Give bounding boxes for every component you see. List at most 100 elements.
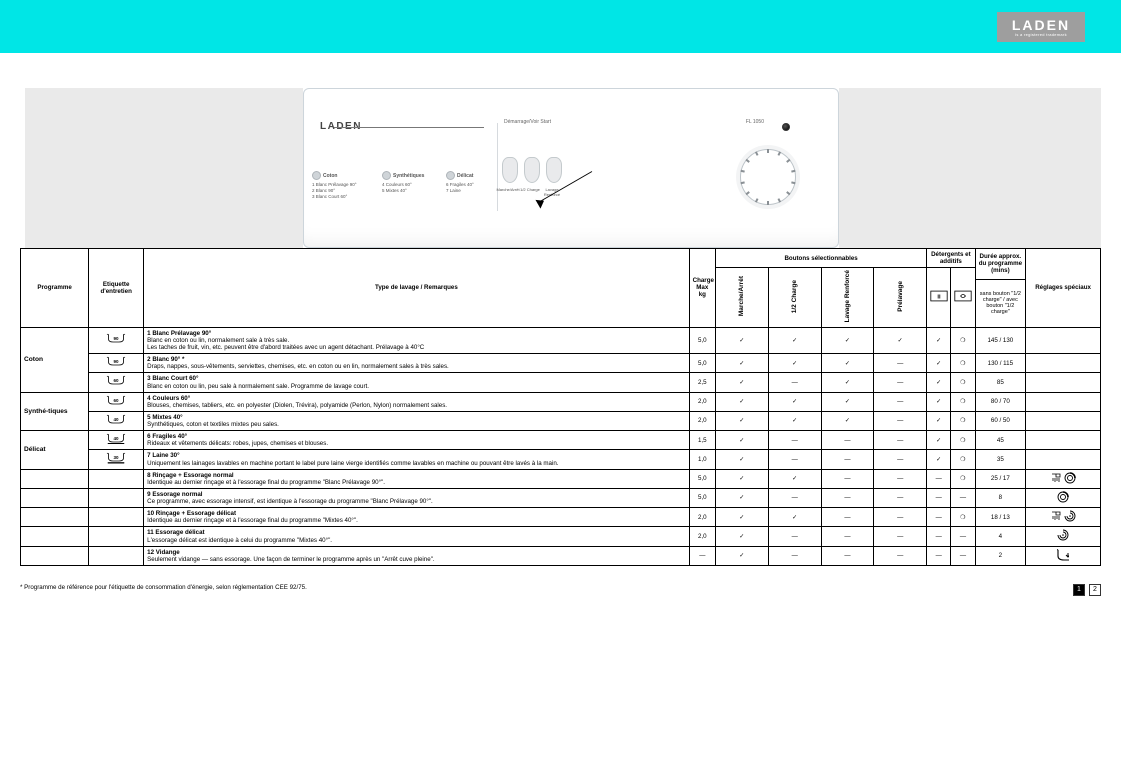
brand-name: LADEN: [1012, 18, 1070, 32]
wash-cell: —: [927, 508, 951, 527]
care-cell: 40: [89, 431, 144, 450]
th-time-sub: sans bouton "1/2 charge" / avec bouton "…: [975, 279, 1026, 327]
panel-group: Coton1 Blanc Prélavage 90°2 Blanc 90°3 B…: [312, 171, 357, 200]
care-cell: 60: [89, 392, 144, 411]
svg-text:60: 60: [114, 378, 120, 383]
wash-cell: —: [927, 527, 951, 546]
soft-cell: ❍: [951, 354, 975, 373]
time-cell: 2: [975, 546, 1026, 565]
prog-cell: 1 Blanc Prélavage 90°Blanc en coton ou l…: [144, 327, 689, 353]
dial-tick: [767, 201, 769, 205]
prog-cell: 11 Essorage délicatL'essorage délicat es…: [144, 527, 689, 546]
btn4-cell: —: [874, 392, 927, 411]
svg-text:90: 90: [114, 336, 120, 341]
panel-start-led-icon: [782, 123, 790, 131]
table-row: 8 Rinçage + Essorage normalIdentique au …: [21, 469, 1101, 488]
wash-cell: ✓: [927, 327, 951, 353]
time-cell: 25 / 17: [975, 469, 1026, 488]
prog-cell: 3 Blanc Court 60°Blanc en coton ou lin, …: [144, 373, 689, 392]
soft-cell: ❍: [951, 508, 975, 527]
table-row: 902 Blanc 90° *Draps, nappes, sous-vêtem…: [21, 354, 1101, 373]
brand-tag: is a registered trademark: [1015, 32, 1067, 37]
panel-line: [334, 127, 484, 128]
control-panel-illustration: LADEN Démarrage/Voir Start FL 1050 Coton…: [303, 88, 839, 248]
table-row: 12 VidangeSeulement vidange — sans essor…: [21, 546, 1101, 565]
panel-side-left: [25, 88, 303, 248]
care-cell: [89, 527, 144, 546]
load-cell: 2,5: [689, 373, 715, 392]
btn3-cell: ✓: [821, 411, 874, 430]
svg-text:40: 40: [114, 436, 120, 441]
panel-side-right: [839, 88, 1101, 248]
care-cell: 90: [89, 327, 144, 353]
icons-cell: [1026, 450, 1101, 469]
btn2-cell: —: [768, 450, 821, 469]
load-cell: 2,0: [689, 508, 715, 527]
btn1-cell: ✓: [716, 546, 769, 565]
btn4-cell: ✓: [874, 327, 927, 353]
btn2-cell: —: [768, 488, 821, 507]
care-cell: [89, 469, 144, 488]
pager: 1 2: [1073, 584, 1101, 596]
wash-cell: ✓: [927, 354, 951, 373]
soft-cell: —: [951, 527, 975, 546]
th-special: Réglages spéciaux: [1026, 249, 1101, 328]
prog-cell: 8 Rinçage + Essorage normalIdentique au …: [144, 469, 689, 488]
page-1: 1: [1073, 584, 1085, 596]
section-cell: Coton: [21, 327, 89, 392]
btn2-cell: ✓: [768, 469, 821, 488]
btn1-cell: ✓: [716, 450, 769, 469]
icons-cell: [1026, 373, 1101, 392]
btn1-cell: ✓: [716, 373, 769, 392]
btn2-cell: ✓: [768, 411, 821, 430]
panel-start-label: Démarrage/Voir Start: [504, 119, 551, 125]
table-row: 307 Laine 30°Uniquement les lainages lav…: [21, 450, 1101, 469]
btn3-cell: ✓: [821, 354, 874, 373]
table-row: 10 Rinçage + Essorage délicatIdentique a…: [21, 508, 1101, 527]
table-row: 9 Essorage normalCe programme, avec esso…: [21, 488, 1101, 507]
time-cell: 45: [975, 431, 1026, 450]
time-cell: 85: [975, 373, 1026, 392]
wash-cell: ✓: [927, 373, 951, 392]
icons-cell: [1026, 392, 1101, 411]
load-cell: 5,0: [689, 488, 715, 507]
icons-cell: [1026, 411, 1101, 430]
table-row: 60 3 Blanc Court 60°Blanc en coton ou lin…: [21, 373, 1101, 392]
dial-tick: [767, 149, 769, 153]
section-cell: [21, 488, 89, 507]
table-row: Délicat406 Fragiles 40°Rideaux et vêteme…: [21, 431, 1101, 450]
btn4-cell: —: [874, 508, 927, 527]
icons-cell: [1026, 431, 1101, 450]
panel-model: FL 1050: [746, 119, 764, 125]
th-care: Etiquette d'entretien: [89, 249, 144, 328]
soft-cell: ❍: [951, 450, 975, 469]
btn4-cell: —: [874, 527, 927, 546]
time-cell: 4: [975, 527, 1026, 546]
prog-cell: 6 Fragiles 40°Rideaux et vêtements délic…: [144, 431, 689, 450]
btn4-cell: —: [874, 373, 927, 392]
svg-text:30: 30: [114, 455, 120, 460]
th-btn-3: Lavage Renforcé: [821, 268, 874, 328]
btn3-cell: —: [821, 469, 874, 488]
btn4-cell: —: [874, 469, 927, 488]
btn1-cell: ✓: [716, 488, 769, 507]
th-btn-4: Prélavage: [874, 268, 927, 328]
btn4-cell: —: [874, 546, 927, 565]
svg-text:90: 90: [114, 359, 120, 364]
btn4-cell: —: [874, 431, 927, 450]
btn3-cell: ✓: [821, 327, 874, 353]
svg-text:II: II: [938, 295, 942, 301]
table-row: 11 Essorage délicatL'essorage délicat es…: [21, 527, 1101, 546]
panel-dial-icon: [740, 149, 796, 205]
th-time: Durée approx. du programme (mins): [975, 249, 1026, 280]
care-cell: 60: [89, 373, 144, 392]
btn2-cell: ✓: [768, 327, 821, 353]
panel-btn-label-2: 1/2 Charge: [518, 187, 542, 192]
btn3-cell: ✓: [821, 392, 874, 411]
care-cell: [89, 508, 144, 527]
icons-cell: [1026, 488, 1101, 507]
th-load-unit: kg: [699, 291, 706, 298]
panel-btn-onoff: [502, 157, 518, 183]
btn3-cell: —: [821, 527, 874, 546]
btn1-cell: ✓: [716, 469, 769, 488]
